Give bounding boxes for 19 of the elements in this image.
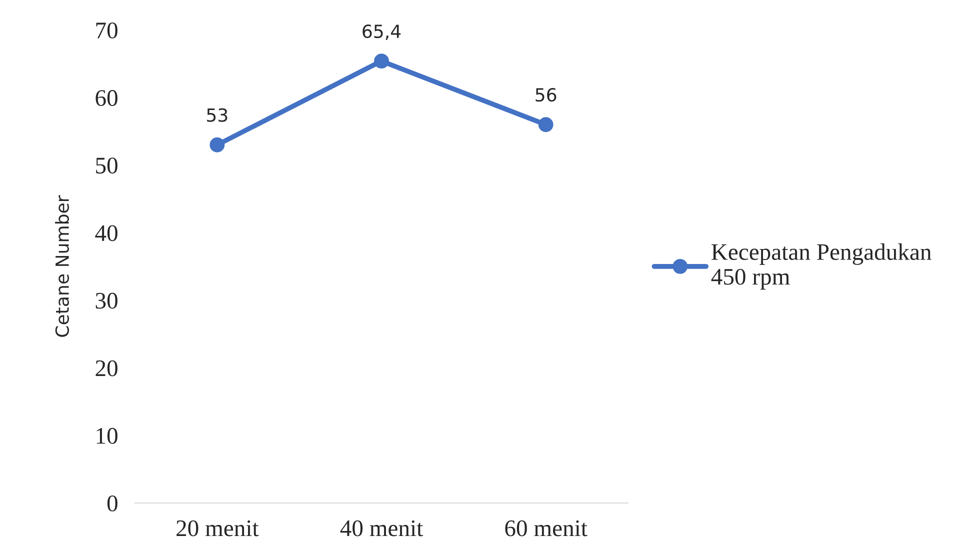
data-label: 53	[207, 108, 228, 122]
y-tick-label: 20	[96, 360, 118, 376]
point	[374, 54, 389, 69]
y-axis-title: Cetane Number	[55, 195, 69, 337]
y-tick-label: 50	[96, 158, 118, 174]
x-tick-label: 40 menit	[340, 520, 424, 536]
point	[538, 117, 554, 132]
y-tick-label: 60	[96, 90, 118, 106]
legend-label: Kecepatan Pengadukan 450 rpm	[711, 243, 932, 290]
data-label: 56	[536, 88, 556, 102]
point	[210, 137, 225, 152]
y-tick-label: 30	[96, 292, 118, 309]
y-tick-label: 0	[107, 495, 118, 512]
y-tick-label: 10	[96, 428, 118, 444]
data-label: 65,4	[362, 24, 401, 40]
x-tick-label: 60 menit	[505, 520, 588, 536]
y-tick-label: 70	[96, 22, 118, 38]
y-tick-label: 40	[95, 225, 118, 242]
x-tick-label: 20 menit	[176, 520, 259, 536]
